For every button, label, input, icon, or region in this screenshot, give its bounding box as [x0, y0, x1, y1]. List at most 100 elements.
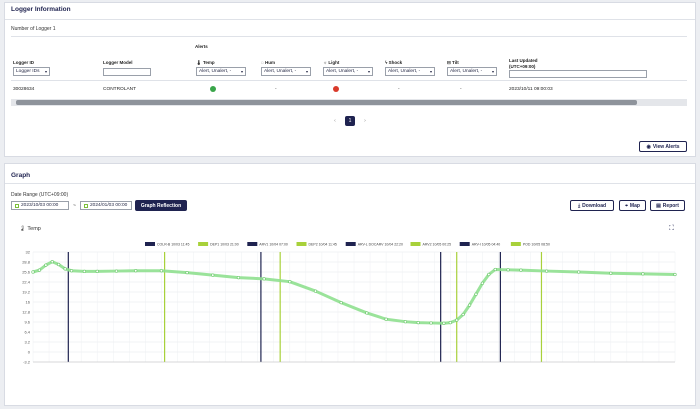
start-date-value: 2023/10/03 00:00 — [21, 203, 59, 208]
data-point — [114, 269, 119, 273]
row-logger-id: 30028634 — [13, 87, 35, 92]
temp-ok-status-icon — [210, 86, 216, 92]
data-point — [288, 280, 292, 284]
data-point — [50, 260, 54, 264]
logger-id-filter[interactable]: Logger IDs ▾ — [13, 67, 50, 76]
download-button[interactable]: ⤓ Download — [570, 200, 614, 211]
alerts-group-header: Alerts — [195, 44, 208, 49]
map-button[interactable]: ⌖ Map — [619, 200, 646, 211]
data-point — [474, 292, 478, 296]
legend-label: ARV2 10/05 00:25 — [423, 243, 452, 247]
last-updated-filter-input[interactable] — [509, 70, 647, 78]
fullscreen-icon[interactable]: ⛶ — [669, 225, 674, 232]
horizontal-scrollbar[interactable] — [11, 99, 687, 106]
chevron-down-icon: ▾ — [44, 69, 47, 74]
data-point — [487, 272, 491, 277]
data-point — [641, 272, 645, 276]
col-header-hum-label: Hum — [264, 60, 275, 65]
col-header-tilt-label: Tilt — [452, 60, 459, 65]
legend-swatch — [410, 242, 421, 246]
data-point — [384, 317, 388, 321]
report-button[interactable]: ▤ Report — [650, 200, 685, 211]
scrollbar-thumb[interactable] — [16, 100, 637, 105]
legend-swatch — [510, 242, 521, 246]
data-point — [442, 321, 446, 325]
series-line — [32, 260, 676, 325]
hum-filter-value: Alert, Unalert, - — [264, 69, 297, 74]
graph-reflection-button[interactable]: Graph Reflection — [135, 200, 187, 211]
light-filter-value: Alert, Unalert, - — [326, 69, 359, 74]
pagination-page-1[interactable]: 1 — [345, 116, 355, 126]
panel-title: Graph — [11, 172, 31, 179]
tilt-filter-value: Alert, Unalert, - — [450, 69, 483, 74]
data-point — [63, 267, 67, 271]
legend-label: ARV1 10/04 07:00 — [259, 243, 288, 247]
tilt-filter[interactable]: Alert, Unalert, - ▾ — [447, 67, 497, 76]
temp-filter[interactable]: Alert, Unalert, - ▾ — [196, 67, 246, 76]
data-point — [95, 269, 99, 273]
data-point — [313, 289, 318, 293]
col-header-temp: 🌡 Temp — [196, 60, 215, 66]
shock-icon: ϟ — [385, 60, 388, 65]
data-point — [577, 270, 581, 274]
row-logger-model: CONTROLANT — [103, 87, 137, 92]
temp-filter-value: Alert, Unalert, - — [199, 69, 232, 74]
data-point — [44, 263, 48, 267]
shock-filter-value: Alert, Unalert, - — [388, 69, 421, 74]
col-header-shock-label: Shock — [388, 60, 403, 65]
y-tick-label: 28.8 — [22, 260, 31, 265]
logger-model-filter-input[interactable] — [103, 68, 151, 76]
date-separator: ~ — [73, 203, 76, 209]
chart-title: Temp — [27, 226, 41, 232]
col-header-last-updated-tz: (UTC+09:00) — [509, 64, 536, 69]
legend-label: POD 10/05 08:50 — [523, 243, 550, 247]
pagination-next[interactable]: › — [364, 118, 366, 124]
data-point — [31, 270, 35, 274]
hum-filter[interactable]: Alert, Unalert, - ▾ — [261, 67, 311, 76]
pagination-prev[interactable]: ‹ — [334, 118, 336, 124]
y-tick-label: 25.6 — [22, 270, 31, 275]
data-point — [262, 277, 266, 281]
col-header-hum: ◌ Hum — [261, 60, 275, 65]
data-point — [429, 321, 433, 325]
light-alert-status-icon — [333, 86, 339, 92]
light-filter[interactable]: Alert, Unalert, - ▾ — [323, 67, 373, 76]
droplet-icon: ◌ — [261, 60, 264, 65]
y-tick-label: 3.2 — [24, 340, 30, 345]
legend-swatch — [198, 242, 209, 246]
map-icon: ⌖ — [625, 202, 628, 209]
chevron-down-icon: ▾ — [429, 69, 432, 74]
view-alerts-button[interactable]: ◉ View Alerts — [639, 141, 687, 152]
header-row-border — [11, 80, 687, 81]
eye-icon: ◉ — [646, 143, 651, 150]
col-header-logger-id: Logger ID — [13, 60, 34, 65]
data-point — [448, 321, 452, 325]
shock-filter[interactable]: Alert, Unalert, - ▾ — [385, 67, 435, 76]
chevron-down-icon: ▾ — [240, 69, 243, 74]
y-tick-label: 12.8 — [22, 310, 31, 315]
logger-count: Number of Logger 1 — [11, 26, 56, 32]
data-point — [69, 269, 74, 273]
y-tick-label: 6.4 — [24, 330, 30, 335]
data-point — [467, 303, 472, 307]
start-date-input[interactable]: 2023/10/03 00:00 — [11, 201, 69, 210]
data-point — [134, 269, 138, 273]
row-last-updated: 2023/10/11 09:00:03 — [509, 87, 553, 92]
row-shock: - — [398, 87, 400, 92]
data-point — [403, 320, 407, 324]
data-point — [506, 268, 510, 272]
y-tick-label: 32 — [26, 250, 31, 255]
y-tick-label: 0 — [28, 350, 31, 355]
divider — [5, 19, 695, 20]
col-header-logger-model: Logger Model — [103, 60, 133, 65]
col-header-tilt: ⊟ Tilt — [447, 60, 459, 66]
end-date-input[interactable]: 2024/01/03 00:00 — [80, 201, 132, 210]
data-point — [455, 318, 459, 322]
col-header-last-updated: Last Updated — [509, 58, 538, 63]
y-tick-label: -3.2 — [23, 360, 31, 365]
legend-swatch — [145, 242, 155, 246]
logger-id-filter-value: Logger IDs — [16, 69, 40, 74]
col-header-light-label: Light — [328, 60, 340, 65]
y-tick-label: 22.4 — [22, 280, 31, 285]
thermometer-icon: 🌡 — [196, 60, 202, 65]
